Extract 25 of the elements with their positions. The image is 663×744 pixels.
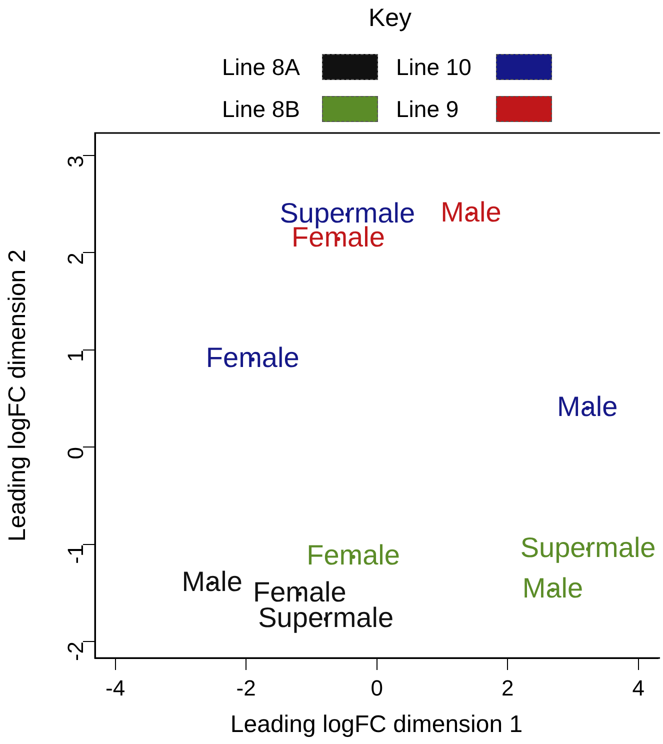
x-axis-title: Leading logFC dimension 1 bbox=[230, 711, 523, 738]
legend-label: Line 8A bbox=[222, 54, 302, 80]
data-label: Supermale bbox=[520, 532, 656, 563]
x-tick-label: -2 bbox=[236, 675, 256, 700]
x-tick-label: -4 bbox=[105, 675, 126, 700]
data-label: Female bbox=[306, 540, 400, 571]
y-tick-label: 1 bbox=[63, 350, 88, 362]
y-tick-label: 2 bbox=[63, 252, 88, 265]
data-label: Male bbox=[557, 390, 618, 422]
data-label: Male bbox=[440, 196, 502, 228]
data-label: Male bbox=[522, 572, 584, 604]
y-tick-label: 3 bbox=[63, 155, 88, 168]
legend-title: Key bbox=[367, 4, 413, 33]
x-tick-label: 4 bbox=[632, 675, 645, 700]
y-tick-label: 0 bbox=[63, 447, 88, 460]
y-axis-title: Leading logFC dimension 2 bbox=[4, 249, 32, 542]
legend-label: Line 8B bbox=[222, 96, 302, 122]
data-label: Female bbox=[206, 342, 300, 374]
data-label: Male bbox=[182, 566, 242, 597]
y-tick-label: -2 bbox=[63, 641, 88, 662]
y-tick-label: -1 bbox=[63, 544, 88, 564]
x-tick-label: 2 bbox=[501, 675, 514, 700]
x-tick-label: 0 bbox=[370, 675, 383, 700]
legend-label: Line 9 bbox=[396, 96, 460, 122]
legend-label: Line 10 bbox=[396, 54, 472, 80]
